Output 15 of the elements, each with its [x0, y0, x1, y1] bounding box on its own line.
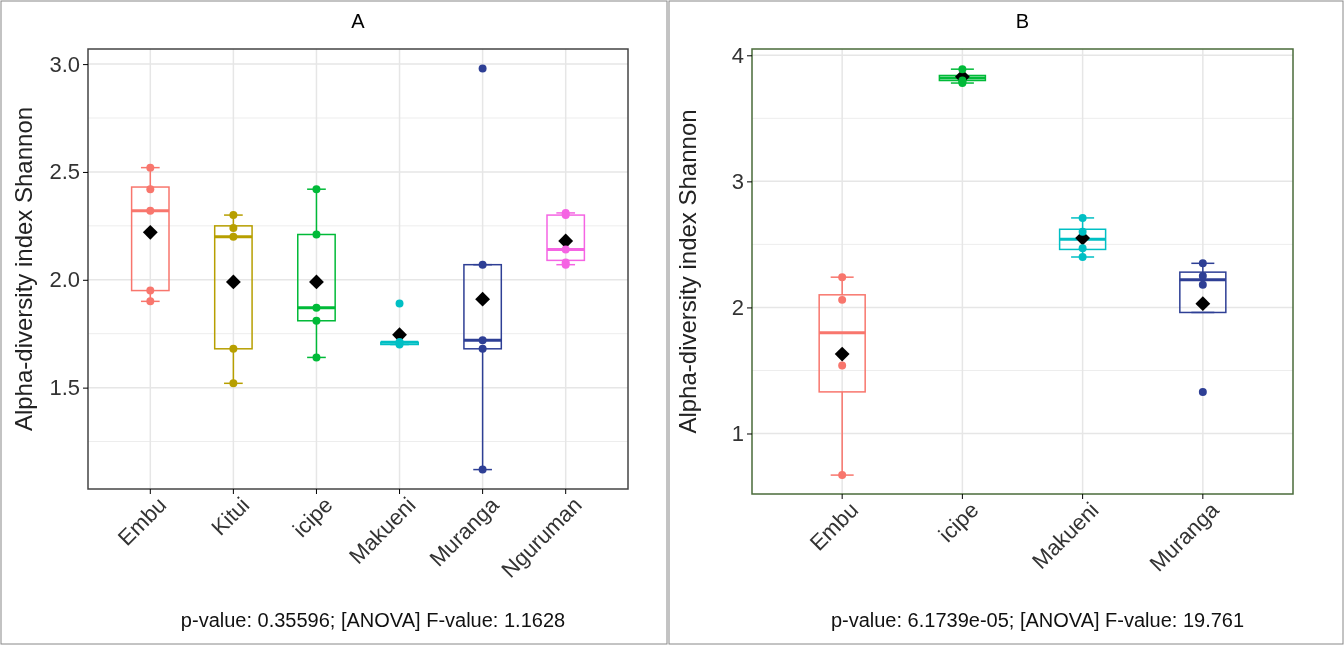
chart-title: A: [351, 10, 366, 32]
y-tick-label: 3: [731, 168, 744, 194]
chart-title: B: [1015, 10, 1030, 32]
x-tick-label: icipe: [287, 492, 338, 542]
y-tick-label: 2: [731, 294, 744, 320]
y-axis-title: Alpha-diversity index Shannon: [674, 109, 701, 434]
text: p-value: 0.35596; [ANOVA] F-value: 1.1628: [180, 609, 566, 631]
y-tick-label: 1: [731, 421, 744, 447]
y-axis-title: Alpha-diversity index Shannon: [10, 106, 37, 432]
y-tick-label: 4: [731, 42, 744, 68]
y-tick-label: 2.0: [49, 267, 80, 293]
y-tick-label: 3.0: [49, 51, 80, 77]
y-tick-label: 1.5: [49, 375, 80, 401]
y-tick-label: 2.5: [49, 159, 80, 185]
text: p-value: 6.1739e-05; [ANOVA] F-value: 19.761: [830, 609, 1245, 631]
